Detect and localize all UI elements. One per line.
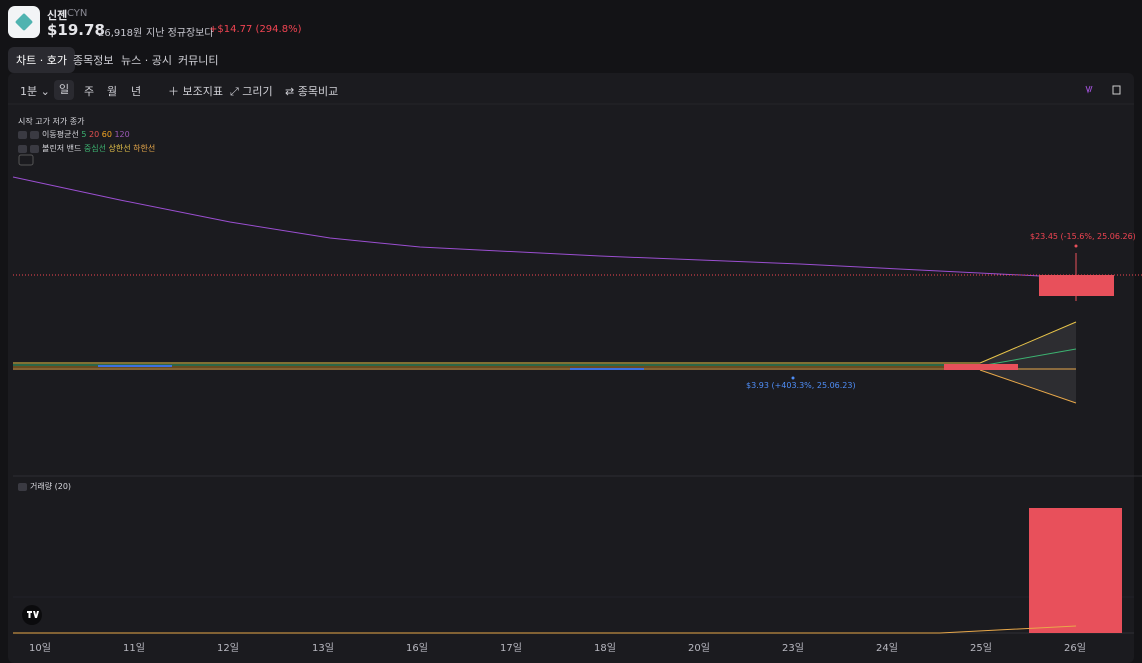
tv-logo — [22, 605, 42, 625]
interval-text: 1분 — [20, 85, 38, 98]
tool-text: 그리기 — [242, 85, 273, 98]
price: $19.78 — [47, 21, 105, 39]
x-label: 20일 — [688, 643, 710, 654]
delete-icon[interactable] — [1112, 85, 1121, 95]
ticker: CYN — [67, 8, 88, 19]
legend-item: 상한선 — [108, 144, 131, 153]
legend-item: 5 — [81, 130, 87, 139]
price-change: +$14.77 (294.8%) — [209, 24, 302, 35]
ohlc-legend: 시작 고가 저가 종가 — [18, 117, 85, 126]
x-label: 12일 — [217, 643, 239, 654]
x-label: 10일 — [29, 643, 51, 654]
tool-button[interactable]: ⇄ 종목비교 — [285, 85, 339, 98]
period-button[interactable]: 년 — [131, 85, 142, 98]
volume-bar — [1029, 508, 1122, 633]
ma-legend: 이동평균선 5 20 60 120 — [18, 129, 130, 140]
tool-text: 종목비교 — [297, 85, 339, 98]
bollinger-fill — [980, 322, 1076, 403]
tab[interactable]: 차트 · 호가 — [8, 47, 75, 73]
change-label: 지난 정규장보다 — [146, 28, 214, 39]
ma-line — [12, 176, 1041, 277]
bollinger-legend: 볼린저 밴드 중심선 상한선 하한선 — [18, 143, 155, 154]
x-label: 13일 — [312, 643, 334, 654]
volume-ma — [13, 625, 1077, 634]
tool-button[interactable]: ＋ 보조지표 — [168, 85, 223, 98]
legend-label: 볼린저 밴드 — [42, 144, 82, 153]
stock-name: 신젠 — [47, 9, 68, 22]
legend-item: 중심선 — [83, 144, 106, 153]
period-button[interactable]: 월 — [107, 85, 118, 98]
x-label: 17일 — [500, 643, 522, 654]
legend-item: 20 — [89, 130, 100, 139]
high-annotation: $23.45 (-15.6%, 25.06.26) — [1030, 232, 1136, 241]
price-krw: 26,918원 — [98, 28, 143, 39]
legend-item: 60 — [101, 130, 112, 139]
tab[interactable]: 커뮤니티 — [178, 54, 219, 67]
tool-text: 보조지표 — [182, 85, 223, 98]
legend-item: 하한선 — [133, 144, 156, 153]
x-label: 11일 — [123, 643, 145, 654]
middle-band — [979, 348, 1077, 367]
period-button[interactable]: 일 — [54, 80, 74, 100]
marker — [1074, 244, 1078, 248]
x-label: 24일 — [876, 643, 898, 654]
x-label: 26일 — [1064, 643, 1086, 654]
tv-logo-mark — [27, 611, 39, 618]
legend-label: 거래량 (20) — [30, 482, 72, 491]
x-label: 16일 — [406, 643, 428, 654]
legend-item: 120 — [114, 130, 130, 139]
volume-legend: 거래량 (20) — [18, 481, 71, 492]
tab[interactable]: 종목정보 — [73, 54, 114, 67]
x-label: 18일 — [594, 643, 616, 654]
marker — [791, 376, 795, 380]
low-annotation: $3.93 (+403.3%, 25.06.23) — [746, 381, 856, 390]
upper-band — [979, 321, 1077, 364]
stock-logo — [8, 6, 40, 38]
legend-label: 이동평균선 — [42, 130, 79, 139]
x-label: 25일 — [970, 643, 992, 654]
lower-band — [979, 369, 1077, 404]
collapse-button[interactable] — [18, 154, 34, 166]
period-button[interactable]: 주 — [84, 85, 95, 98]
chart-type-icon[interactable] — [1085, 85, 1093, 94]
interval-select[interactable]: 1분 ⌄ — [20, 85, 50, 98]
candle — [1039, 275, 1114, 296]
tab[interactable]: 뉴스 · 공시 — [121, 54, 172, 67]
tool-button[interactable]: ⤢ 그리기 — [230, 85, 273, 98]
candle — [944, 364, 1018, 370]
x-label: 23일 — [782, 643, 804, 654]
